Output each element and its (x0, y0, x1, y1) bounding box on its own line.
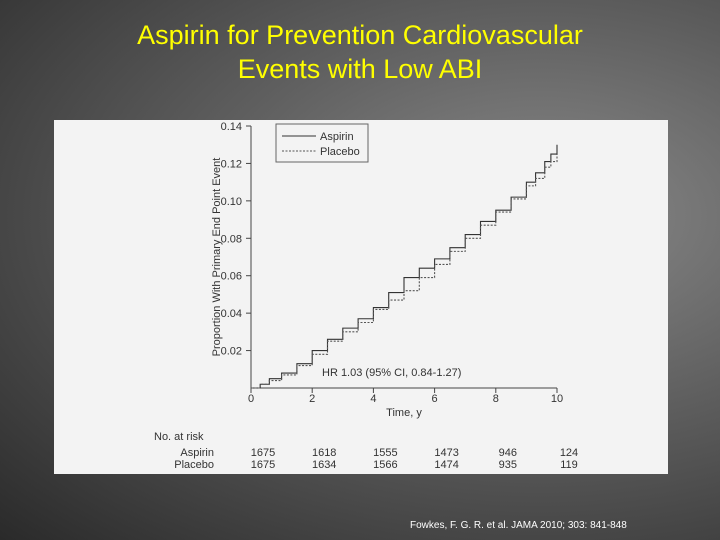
at-risk-value: 1473 (434, 447, 458, 459)
legend-label-placebo: Placebo (320, 146, 360, 158)
title-line-2: Events with Low ABI (237, 54, 483, 84)
at-risk-header: No. at risk (154, 431, 204, 443)
y-axis-label: Proportion With Primary End Point Event (211, 158, 223, 357)
y-tick-label: 0.08 (221, 233, 242, 245)
x-tick-label: 4 (370, 393, 376, 405)
x-tick-label: 0 (248, 393, 254, 405)
legend: Aspirin Placebo (275, 123, 369, 163)
x-axis-label: Time, y (386, 407, 422, 419)
hazard-ratio-annotation: HR 1.03 (95% CI, 0.84-1.27) (322, 367, 461, 379)
at-risk-value: 1675 (251, 459, 275, 471)
at-risk-table: No. at risk Aspirin 1675 1618 1555 1473 946 124… (154, 431, 578, 471)
at-risk-value: 1618 (312, 447, 336, 459)
at-risk-row-label: Placebo (174, 459, 214, 471)
title-line-1: Aspirin for Prevention Cardiovascular (137, 20, 583, 50)
at-risk-value: 124 (560, 447, 578, 459)
x-ticks: 0 2 4 6 8 10 (248, 388, 563, 405)
legend-box (275, 123, 369, 163)
at-risk-row-label: Aspirin (180, 447, 214, 459)
at-risk-value: 1555 (373, 447, 397, 459)
x-tick-label: 10 (551, 393, 563, 405)
at-risk-value: 119 (560, 459, 578, 471)
y-tick-label: 0.02 (221, 346, 242, 358)
at-risk-value: 935 (499, 459, 517, 471)
series-lines (251, 144, 558, 389)
series-line-placebo (251, 154, 558, 389)
at-risk-value: 1634 (312, 459, 336, 471)
chart-figure: 0.02 0.04 0.06 0.08 0.10 0.12 0.14 0 2 4 6 8 10 Asp… (54, 120, 668, 474)
slide-title: Aspirin for Prevention Cardiovascular Ev… (0, 18, 720, 86)
at-risk-value: 1474 (434, 459, 458, 471)
y-tick-label: 0.06 (221, 271, 242, 283)
at-risk-value: 1675 (251, 447, 275, 459)
citation: Fowkes, F. G. R. et al. JAMA 2010; 303: … (410, 520, 627, 531)
x-tick-label: 6 (432, 393, 438, 405)
kaplan-meier-chart: 0.02 0.04 0.06 0.08 0.10 0.12 0.14 0 2 4 6 8 10 Asp… (154, 121, 578, 471)
x-tick-label: 8 (493, 393, 499, 405)
y-tick-label: 0.10 (221, 196, 242, 208)
at-risk-value: 1566 (373, 459, 397, 471)
chart-axes (250, 126, 557, 389)
x-tick-label: 2 (309, 393, 315, 405)
y-tick-label: 0.04 (221, 308, 242, 320)
y-ticks: 0.02 0.04 0.06 0.08 0.10 0.12 0.14 (221, 121, 251, 358)
at-risk-value: 946 (499, 447, 517, 459)
y-tick-label: 0.12 (221, 158, 242, 170)
series-line-aspirin (251, 144, 558, 389)
legend-label-aspirin: Aspirin (320, 131, 354, 143)
y-tick-label: 0.14 (221, 121, 242, 133)
